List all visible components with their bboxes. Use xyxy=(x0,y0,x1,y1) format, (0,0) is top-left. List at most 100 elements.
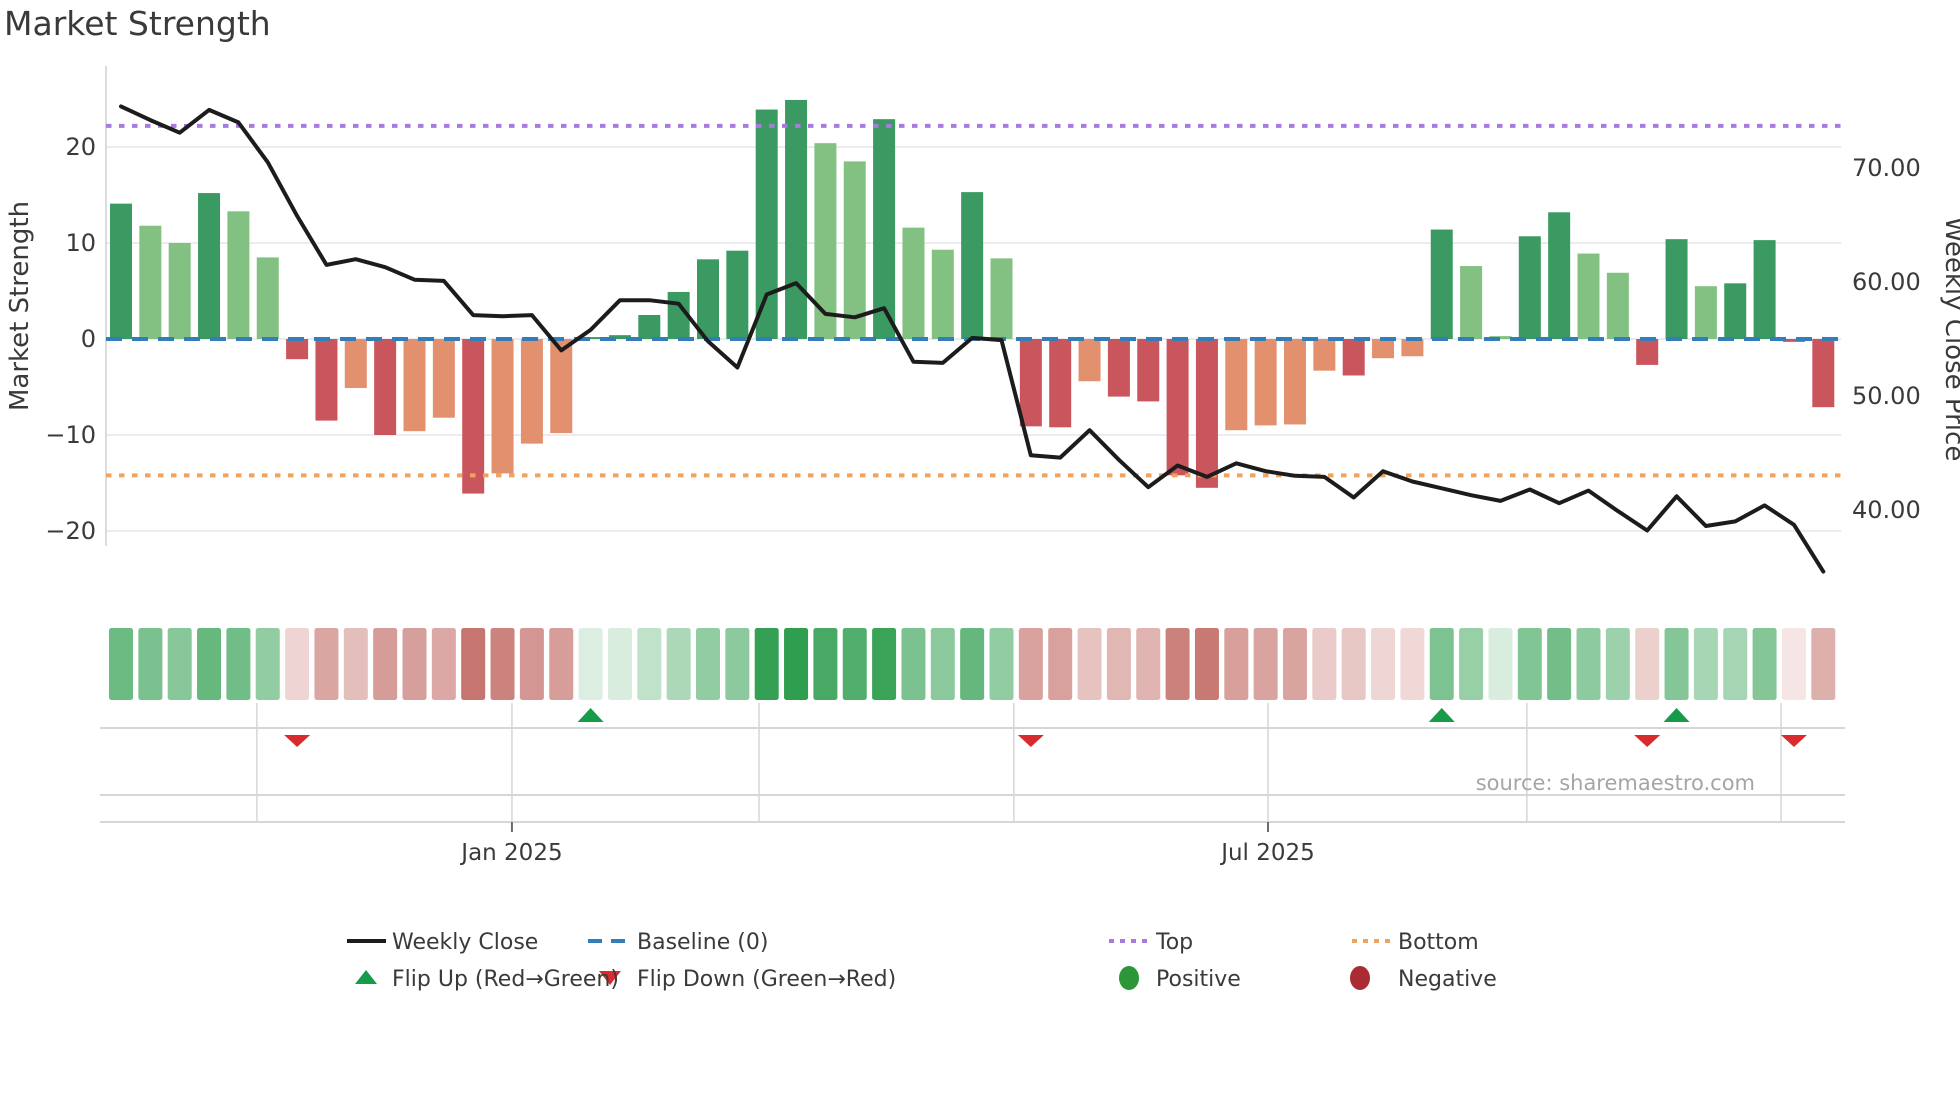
heatmap-cell xyxy=(1195,628,1219,700)
strength-bar xyxy=(932,250,954,339)
strength-bar xyxy=(756,110,778,339)
strength-bar xyxy=(169,243,191,339)
strength-bar xyxy=(991,258,1013,339)
strength-bar xyxy=(1431,230,1453,339)
heatmap-cell xyxy=(1136,628,1160,700)
heatmap-cell xyxy=(1753,628,1777,700)
strength-bar xyxy=(1460,266,1482,339)
heatmap-cell xyxy=(1430,628,1454,700)
legend-negative-icon xyxy=(1350,966,1370,990)
heatmap-cell xyxy=(1019,628,1043,700)
strength-bar xyxy=(1284,339,1306,424)
strength-bar xyxy=(1548,212,1570,339)
strength-bar xyxy=(433,339,455,418)
heatmap-cell xyxy=(1400,628,1424,700)
heatmap-cell xyxy=(461,628,485,700)
heatmap-cell xyxy=(373,628,397,700)
heatmap-cell xyxy=(256,628,280,700)
heatmap-cell xyxy=(344,628,368,700)
strength-bar xyxy=(315,339,337,421)
strength-bar xyxy=(139,226,161,339)
strength-bar xyxy=(521,339,543,444)
strength-bar xyxy=(697,259,719,339)
strength-bar xyxy=(404,339,426,431)
heatmap-cell xyxy=(1811,628,1835,700)
heatmap-cell xyxy=(901,628,925,700)
heatmap-cell xyxy=(1254,628,1278,700)
heatmap-cell xyxy=(1342,628,1366,700)
strength-bar xyxy=(1167,339,1189,475)
heatmap-cell xyxy=(491,628,515,700)
strength-bar xyxy=(1049,339,1071,427)
strength-bar xyxy=(1754,240,1776,339)
heatmap-cell xyxy=(1518,628,1542,700)
heatmap-cell xyxy=(608,628,632,700)
y-tick-label-right: 60.00 xyxy=(1852,268,1921,296)
strength-bar xyxy=(492,339,514,473)
strength-bar xyxy=(1607,273,1629,339)
heatmap-cell xyxy=(1547,628,1571,700)
heatmap-cell xyxy=(1312,628,1336,700)
y-tick-label-left: 10 xyxy=(65,229,96,257)
heatmap-cell xyxy=(813,628,837,700)
flip-up-marker xyxy=(1664,708,1690,722)
strength-bar xyxy=(1578,254,1600,339)
heatmap-cell xyxy=(960,628,984,700)
flip-down-marker xyxy=(1634,735,1660,747)
heatmap-cell xyxy=(168,628,192,700)
strength-bar xyxy=(961,192,983,339)
heatmap-cell xyxy=(990,628,1014,700)
y-tick-label-left: −10 xyxy=(45,421,96,449)
heatmap-cell xyxy=(1078,628,1102,700)
heatmap-cell xyxy=(432,628,456,700)
heatmap-cell xyxy=(226,628,250,700)
legend-label-flip-down: Flip Down (Green→Red) xyxy=(637,967,896,992)
strength-bar xyxy=(1724,283,1746,339)
flip-down-marker xyxy=(1781,735,1807,747)
heatmap-cell xyxy=(755,628,779,700)
heatmap-cell xyxy=(549,628,573,700)
strength-bar xyxy=(286,339,308,359)
strength-bar xyxy=(1313,339,1335,371)
strength-bar xyxy=(345,339,367,388)
legend-positive-icon xyxy=(1119,966,1139,990)
y-tick-label-left: −20 xyxy=(45,517,96,545)
heatmap-cell xyxy=(1283,628,1307,700)
y-axis-left-title: Market Strength xyxy=(5,201,35,411)
heatmap-cell xyxy=(1665,628,1689,700)
heatmap-cell xyxy=(1048,628,1072,700)
y-tick-label-right: 40.00 xyxy=(1852,496,1921,524)
strength-bar xyxy=(638,315,660,339)
strength-bar xyxy=(1255,339,1277,425)
strength-bar xyxy=(198,193,220,339)
heatmap-cell xyxy=(403,628,427,700)
heatmap-cell xyxy=(931,628,955,700)
strength-bar xyxy=(462,339,484,494)
flip-up-marker xyxy=(1429,708,1455,722)
legend-label-top: Top xyxy=(1155,930,1193,955)
strength-bar xyxy=(902,228,924,339)
heatmap-cell xyxy=(1166,628,1190,700)
strength-bar xyxy=(257,257,279,339)
heatmap-cell xyxy=(784,628,808,700)
y-tick-label-right: 70.00 xyxy=(1852,154,1921,182)
y-tick-label-left: 0 xyxy=(81,325,96,353)
flip-down-marker xyxy=(284,735,310,747)
heatmap-cell xyxy=(725,628,749,700)
heatmap-cell xyxy=(579,628,603,700)
strength-bar xyxy=(1137,339,1159,401)
strength-bar xyxy=(1519,236,1541,339)
strength-bar xyxy=(1636,339,1658,365)
strength-bar xyxy=(227,211,249,339)
strength-bar xyxy=(814,143,836,339)
strength-bar xyxy=(1343,339,1365,375)
legend-label-negative: Negative xyxy=(1398,967,1497,992)
y-axis-right-title: Weekly Close Price xyxy=(1939,217,1960,462)
heatmap-cell xyxy=(520,628,544,700)
y-tick-label-right: 50.00 xyxy=(1852,382,1921,410)
page-title: Market Strength xyxy=(4,4,271,43)
heatmap-cell xyxy=(314,628,338,700)
strength-bar xyxy=(1020,339,1042,426)
heatmap-cell xyxy=(843,628,867,700)
